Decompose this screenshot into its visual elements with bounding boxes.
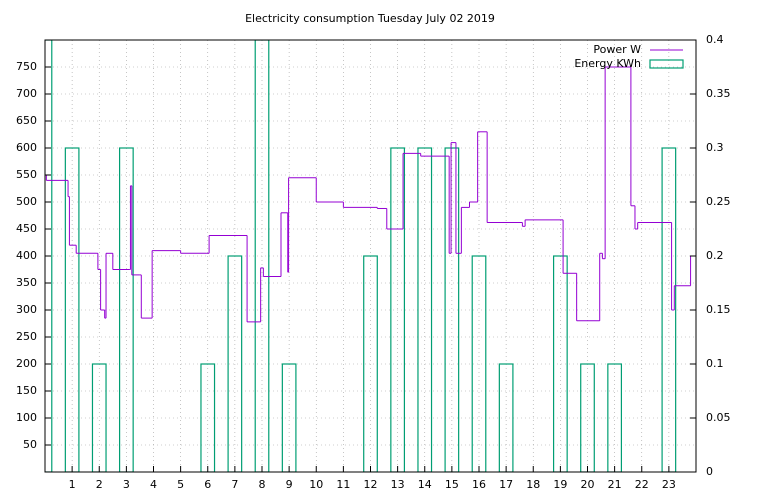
y-tick-label: 250 xyxy=(16,330,37,343)
y-tick-label: 600 xyxy=(16,141,37,154)
x-tick-label: 14 xyxy=(418,478,432,491)
legend-label: Power W xyxy=(593,43,641,56)
grid xyxy=(45,40,696,472)
y-tick-label: 350 xyxy=(16,276,37,289)
x-tick-label: 20 xyxy=(581,478,595,491)
chart-title: Electricity consumption Tuesday July 02 … xyxy=(245,12,495,25)
plot-area xyxy=(45,40,696,472)
energy-box xyxy=(363,255,378,472)
x-tick-label: 4 xyxy=(150,478,157,491)
x-tick-label: 15 xyxy=(445,478,459,491)
x-tick-label: 1 xyxy=(69,478,76,491)
y-tick-label: 750 xyxy=(16,60,37,73)
y-tick-label: 150 xyxy=(16,384,37,397)
y-tick-label: 700 xyxy=(16,87,37,100)
y2-tick-label: 0.25 xyxy=(706,195,731,208)
x-tick-label: 3 xyxy=(123,478,130,491)
x-tick-label: 18 xyxy=(526,478,540,491)
energy-box xyxy=(254,40,270,472)
energy-box xyxy=(45,40,53,472)
energy-box xyxy=(444,147,460,472)
energy-box xyxy=(552,255,568,472)
x-tick-label: 21 xyxy=(608,478,622,491)
y-tick-label: 100 xyxy=(16,411,37,424)
y-tick-label: 400 xyxy=(16,249,37,262)
x-tick-label: 11 xyxy=(336,478,350,491)
energy-box xyxy=(471,255,487,472)
energy-box xyxy=(580,363,595,472)
x-tick-label: 9 xyxy=(286,478,293,491)
y2-tick-label: 0.4 xyxy=(706,33,724,46)
y2-tick-label: 0.15 xyxy=(706,303,731,316)
y2-tick-label: 0.3 xyxy=(706,141,724,154)
y-tick-label: 450 xyxy=(16,222,37,235)
y-tick-label: 550 xyxy=(16,168,37,181)
energy-box xyxy=(227,255,243,472)
energy-box xyxy=(390,147,406,472)
y-tick-label: 50 xyxy=(23,438,37,451)
energy-box xyxy=(118,147,134,472)
x-tick-label: 2 xyxy=(96,478,103,491)
energy-box xyxy=(661,147,677,472)
legend-label: Energy KWh xyxy=(574,57,641,70)
x-tick-label: 10 xyxy=(309,478,323,491)
legend-swatch xyxy=(649,59,684,69)
x-tick-label: 16 xyxy=(472,478,486,491)
energy-box xyxy=(64,147,80,472)
energy-box xyxy=(498,363,514,472)
energy-box xyxy=(417,147,433,472)
energy-box xyxy=(607,363,623,472)
x-tick-label: 17 xyxy=(499,478,513,491)
energy-box xyxy=(91,363,107,472)
energy-box xyxy=(200,363,216,472)
x-tick-label: 12 xyxy=(364,478,378,491)
y-tick-label: 200 xyxy=(16,357,37,370)
x-tick-label: 23 xyxy=(662,478,676,491)
y-tick-label: 300 xyxy=(16,303,37,316)
x-tick-label: 13 xyxy=(391,478,405,491)
y-tick-label: 500 xyxy=(16,195,37,208)
x-tick-label: 5 xyxy=(177,478,184,491)
x-tick-label: 8 xyxy=(259,478,266,491)
y2-tick-label: 0.05 xyxy=(706,411,731,424)
y2-tick-label: 0.35 xyxy=(706,87,731,100)
x-tick-label: 6 xyxy=(204,478,211,491)
x-tick-label: 7 xyxy=(231,478,238,491)
x-tick-label: 22 xyxy=(635,478,649,491)
axes: 5010015020025030035040045050055060065070… xyxy=(16,33,731,491)
y2-tick-label: 0.1 xyxy=(706,357,724,370)
y2-tick-label: 0 xyxy=(706,465,713,478)
x-tick-label: 19 xyxy=(553,478,567,491)
y-tick-label: 650 xyxy=(16,114,37,127)
y2-tick-label: 0.2 xyxy=(706,249,724,262)
energy-box xyxy=(281,363,297,472)
